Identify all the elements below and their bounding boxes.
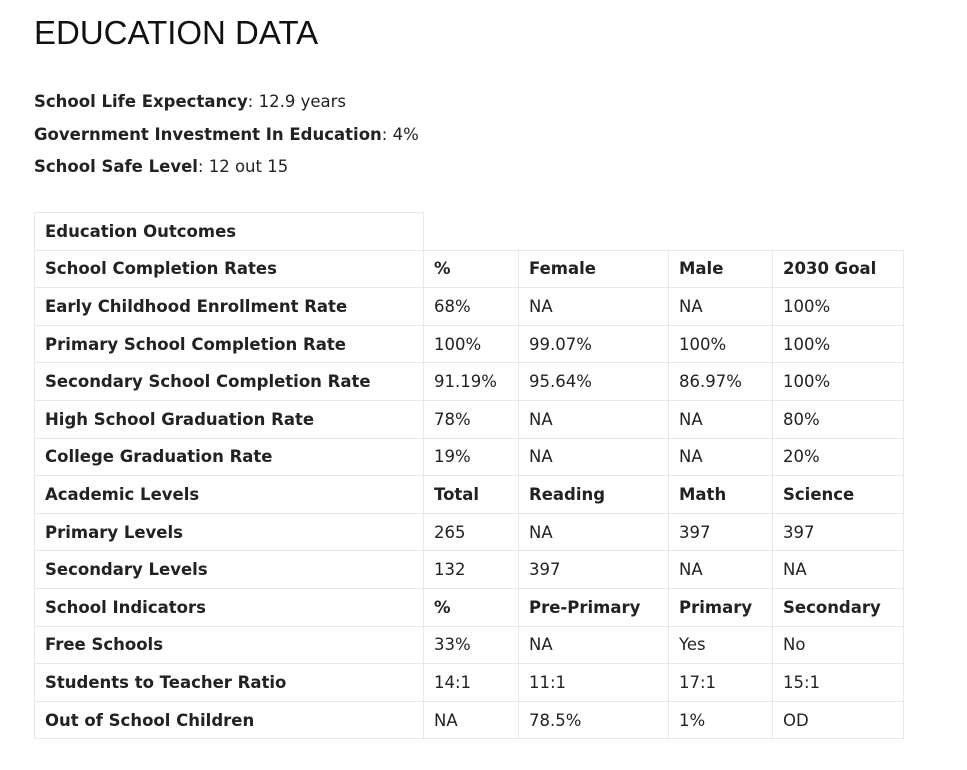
- table-cell: 99.07%: [518, 324, 669, 364]
- table-row: Students to Teacher Ratio 14:1 11:1 17:1 15:…: [34, 663, 904, 702]
- row-label: School Indicators: [34, 587, 424, 627]
- row-label: Primary Levels: [34, 512, 424, 552]
- fact-value: : 12 out 15: [197, 157, 289, 176]
- table-row: Early Childhood Enrollment Rate 68% NA NA 10…: [34, 287, 904, 326]
- empty-cell: [424, 213, 904, 251]
- column-header: Math: [668, 475, 773, 514]
- fact-government-investment: Government Investment In Education: 4%: [34, 119, 419, 152]
- table-cell: 91.19%: [423, 362, 519, 401]
- table-cell: 80%: [772, 399, 904, 439]
- row-label: Secondary School Completion Rate: [34, 362, 424, 401]
- table-cell: NA: [668, 287, 773, 326]
- column-header: Science: [772, 475, 904, 514]
- table-cell: OD: [772, 700, 904, 740]
- table-cell: 397: [668, 512, 773, 552]
- table-cell: 95.64%: [518, 362, 669, 401]
- table-row: College Graduation Rate 19% NA NA 20%: [34, 437, 904, 477]
- table-cell: 1%: [668, 700, 773, 740]
- table-cell: 100%: [423, 324, 519, 364]
- table-cell: NA: [518, 399, 669, 439]
- column-header: Secondary: [772, 587, 904, 627]
- table-row: Primary School Completion Rate 100% 99.07%…: [34, 324, 904, 364]
- column-header: %: [423, 249, 519, 289]
- table-row: Out of School Children NA 78.5% 1% OD: [34, 700, 904, 740]
- column-header: Primary: [668, 587, 773, 627]
- table-cell: 78.5%: [518, 700, 669, 740]
- table-cell: 14:1: [423, 663, 519, 702]
- row-label: High School Graduation Rate: [34, 399, 424, 439]
- table-cell: 19%: [423, 437, 519, 477]
- fact-school-life-expectancy: School Life Expectancy: 12.9 years: [34, 86, 419, 119]
- table-section-header-row: School Indicators% Pre-Primary Primary Seco…: [34, 587, 904, 627]
- table-caption: Education Outcomes: [34, 212, 424, 251]
- education-outcomes-table: Education Outcomes School Completion Rat…: [34, 212, 904, 740]
- column-header: Pre-Primary: [518, 587, 669, 627]
- fact-label: School Safe Level: [34, 157, 198, 176]
- table-cell: NA: [518, 287, 669, 326]
- table-cell: NA: [668, 399, 773, 439]
- table-cell: 86.97%: [668, 362, 773, 401]
- fact-value: : 4%: [381, 124, 419, 144]
- column-header: Reading: [518, 475, 669, 514]
- fact-school-safe-level: School Safe Level: 12 out 15: [34, 151, 419, 184]
- table-cell: 17:1: [668, 663, 773, 702]
- column-header: Male: [668, 249, 773, 289]
- table-cell: NA: [772, 550, 904, 589]
- table-cell: NA: [518, 437, 669, 477]
- table-cell: 68%: [423, 287, 519, 326]
- column-header: Total: [423, 475, 519, 514]
- row-label: Primary School Completion Rate: [34, 324, 424, 364]
- table-cell: 33%: [423, 625, 519, 665]
- table-cell: No: [772, 625, 904, 665]
- table-cell: 100%: [772, 324, 904, 364]
- table-cell: 132: [423, 550, 519, 589]
- table-caption-row: Education Outcomes: [34, 212, 904, 251]
- table-cell: Yes: [668, 625, 773, 665]
- table-row: Free Schools 33% NA Yes No: [34, 625, 904, 665]
- table-cell: NA: [423, 700, 519, 740]
- row-label: Students to Teacher Ratio: [34, 663, 424, 702]
- page-title: EDUCATION DATA: [34, 14, 319, 51]
- table-cell: NA: [668, 437, 773, 477]
- fact-value: : 12.9 years: [247, 92, 346, 111]
- table-cell: 100%: [772, 287, 904, 326]
- table-cell: 397: [772, 512, 904, 552]
- fact-label: Government Investment In Education: [34, 124, 382, 144]
- fact-label: School Life Expectancy: [34, 92, 248, 111]
- table-cell: 11:1: [518, 663, 669, 702]
- table-row: High School Graduation Rate 78% NA NA 80%: [34, 399, 904, 439]
- table-cell: NA: [518, 625, 669, 665]
- row-label: School Completion Rates: [34, 249, 424, 289]
- table-cell: 397: [518, 550, 669, 589]
- row-label: Free Schools: [34, 625, 424, 665]
- table-row: Primary Levels 265 NA 397 397: [34, 512, 904, 552]
- column-header: Female: [518, 249, 669, 289]
- table-row: Secondary School Completion Rate 91.19% 95…: [34, 362, 904, 401]
- table-cell: 15:1: [772, 663, 904, 702]
- row-label: College Graduation Rate: [34, 437, 424, 477]
- row-label: Academic Levels: [34, 475, 424, 514]
- table-section-header-row: Academic Levels Total Reading Math Science: [34, 475, 904, 514]
- table-row: Secondary Levels 132 397 NA NA: [34, 550, 904, 589]
- education-facts: School Life Expectancy: 12.9 years Gover…: [34, 86, 419, 184]
- table-cell: NA: [668, 550, 773, 589]
- row-label: Out of School Children: [34, 700, 424, 740]
- table-section-header-row: School Completion Rates% Female Male 2030 G…: [34, 249, 904, 289]
- column-header: %: [423, 587, 519, 627]
- table-cell: 265: [423, 512, 519, 552]
- column-header: 2030 Goal: [772, 249, 904, 289]
- table-cell: 100%: [772, 362, 904, 401]
- table-cell: 100%: [668, 324, 773, 364]
- row-label: Secondary Levels: [34, 550, 424, 589]
- table-cell: NA: [518, 512, 669, 552]
- table-cell: 20%: [772, 437, 904, 477]
- row-label: Early Childhood Enrollment Rate: [34, 287, 424, 326]
- table-cell: 78%: [423, 399, 519, 439]
